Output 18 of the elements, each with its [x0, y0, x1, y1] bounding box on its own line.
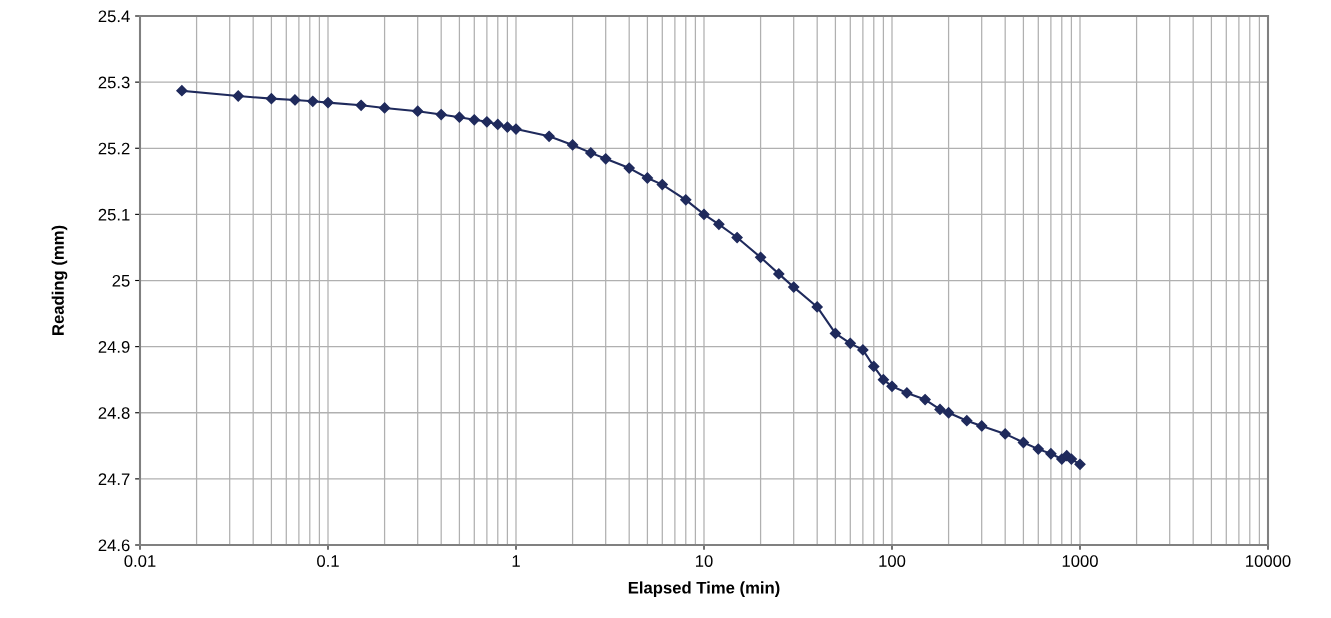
- x-tick-label: 0.01: [124, 555, 156, 567]
- y-tick-label: 24.9: [98, 341, 130, 353]
- x-tick-label: 0.1: [317, 555, 339, 567]
- x-tick-label: 10: [696, 555, 713, 567]
- y-axis-title: Reading (mm): [51, 225, 68, 335]
- y-tick-label: 25.4: [98, 10, 130, 23]
- y-tick-label: 25.3: [98, 76, 130, 89]
- x-tick-label: 1: [512, 555, 520, 567]
- x-tick-label: 100: [879, 555, 906, 567]
- y-tick-label: 24.6: [98, 539, 130, 552]
- x-tick-label: 10000: [1246, 555, 1291, 567]
- x-axis-title: Elapsed Time (min): [628, 581, 780, 597]
- y-tick-label: 24.8: [98, 407, 130, 419]
- y-tick-label: 25.1: [98, 208, 130, 221]
- y-tick-label: 24.7: [98, 473, 130, 485]
- x-tick-label: 1000: [1062, 555, 1098, 567]
- y-tick-label: 25: [112, 274, 130, 287]
- y-tick-label: 25.2: [98, 142, 130, 155]
